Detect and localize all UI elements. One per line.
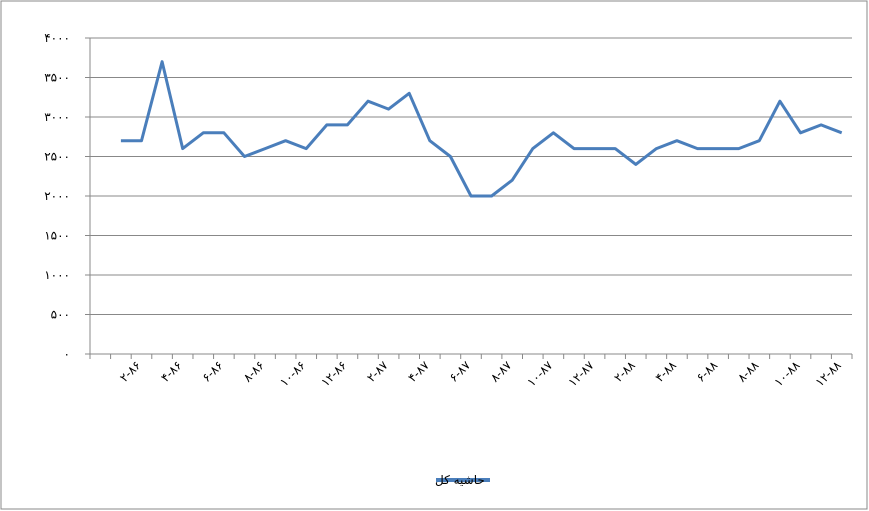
legend-label: حاشیه کل — [435, 473, 485, 487]
y-tick-label: ۰ — [64, 347, 70, 361]
y-tick-label: ۱۰۰۰ — [44, 268, 70, 282]
data-line — [120, 60, 843, 198]
y-tick-label: ۲۵۰۰ — [44, 150, 70, 164]
y-tick-label: ۳۰۰۰ — [44, 110, 70, 124]
y-tick-label: ۴۰۰۰ — [44, 31, 70, 45]
y-tick-label: ۳۵۰۰ — [44, 71, 70, 85]
y-tick-label: ۱۵۰۰ — [44, 229, 70, 243]
y-tick-label: ۵۰۰ — [51, 308, 70, 322]
y-tick-label: ۲۰۰۰ — [44, 189, 70, 203]
